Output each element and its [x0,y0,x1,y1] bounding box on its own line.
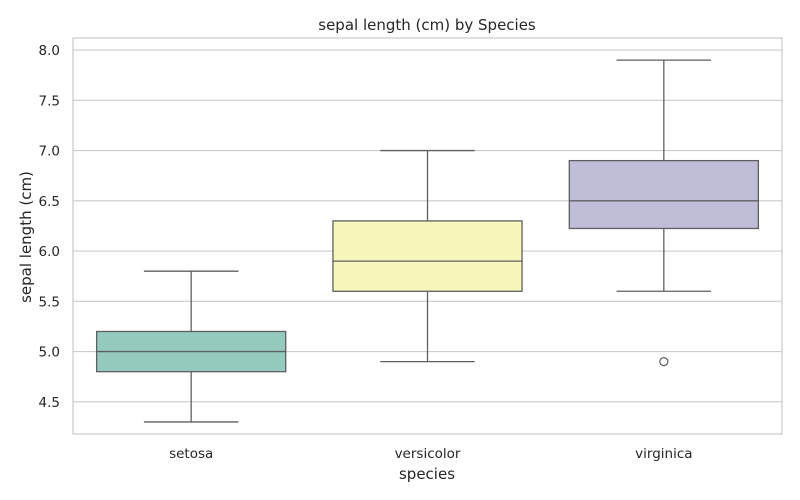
iqr-box [568,159,760,230]
y-tick-label: 6.0 [39,244,60,260]
y-tick-labels: 4.5 5.0 5.5 6.0 6.5 7.0 7.5 8.0 [39,43,60,411]
iqr-box [332,220,523,292]
y-tick-label: 8.0 [39,43,60,59]
box-group-versicolor [332,149,523,363]
x-tick-label: versicolor [395,446,461,462]
y-axis-title: sepal length (cm) [17,171,35,303]
y-tick-label: 7.5 [39,93,60,109]
box-group-virginica [568,59,760,367]
plot-frame [72,37,783,435]
x-tick-label: virginica [635,446,692,462]
x-axis-title: species [399,465,455,483]
y-tick-label: 5.0 [39,345,60,361]
x-tick-labels: setosa versicolor virginica [169,446,692,462]
y-tick-label: 7.0 [39,144,60,160]
y-tick-label: 5.5 [39,294,60,310]
box-group-setosa [95,270,287,423]
outlier-point [659,357,669,367]
x-tick-label: setosa [169,446,213,462]
y-tick-label: 6.5 [39,194,60,210]
chart-title: sepal length (cm) by Species [318,16,536,34]
y-tick-label: 4.5 [39,395,60,411]
boxes [95,59,760,423]
